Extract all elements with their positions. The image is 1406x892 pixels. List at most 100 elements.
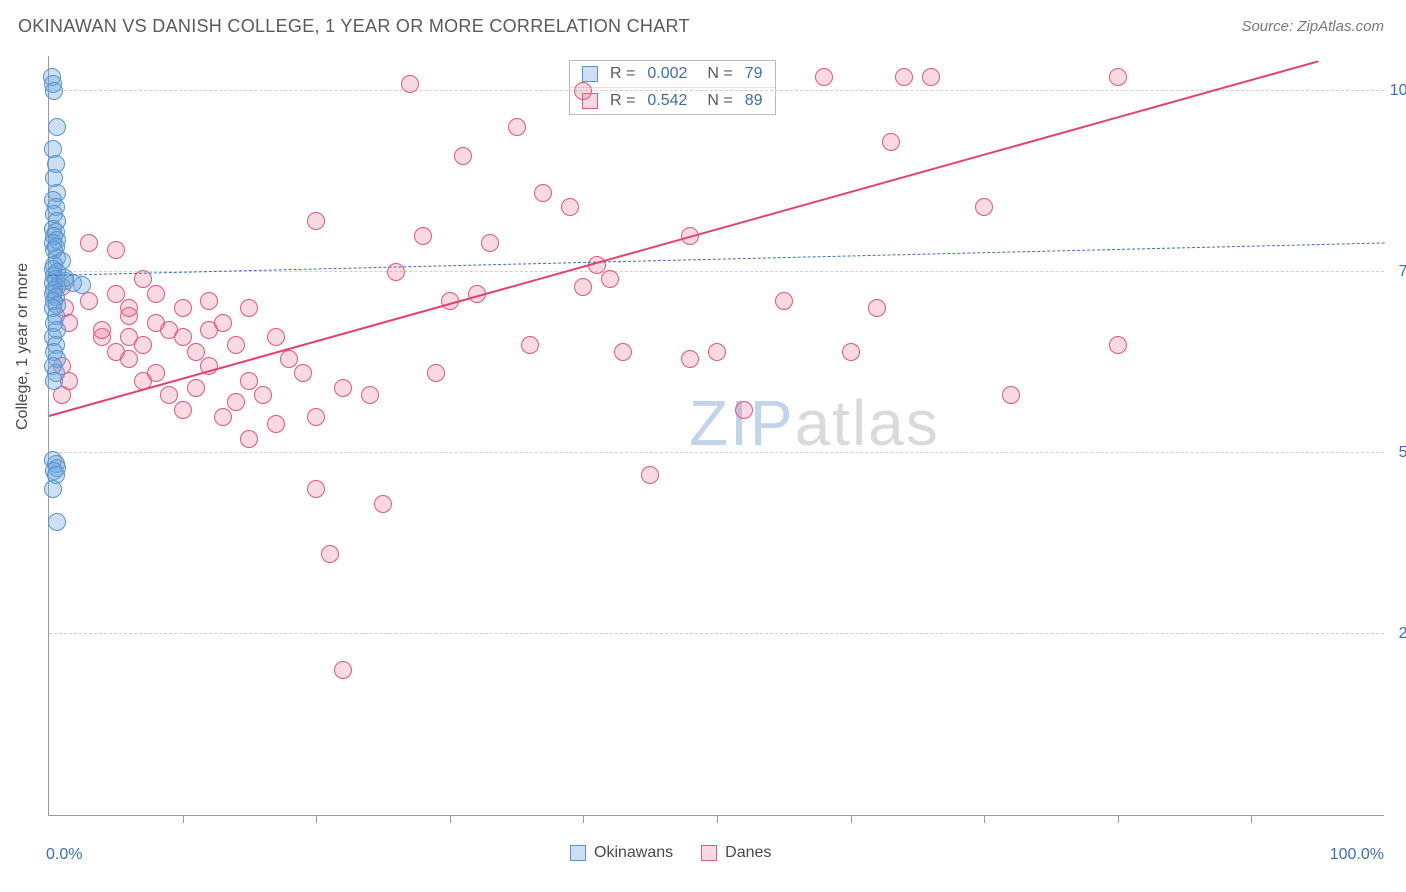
data-point <box>107 285 125 303</box>
x-tick <box>851 815 852 823</box>
data-point <box>120 299 138 317</box>
stats-row-danish: R = 0.542 N = 89 <box>570 88 775 114</box>
data-point <box>267 328 285 346</box>
data-point <box>775 292 793 310</box>
legend-label: Okinawans <box>594 844 673 862</box>
data-point <box>508 118 526 136</box>
data-point <box>48 118 66 136</box>
legend-item-okinawan: Okinawans <box>570 844 673 862</box>
x-tick <box>1118 815 1119 823</box>
data-point <box>45 372 63 390</box>
watermark: ZIPatlas <box>689 386 940 460</box>
data-point <box>107 241 125 259</box>
data-point <box>134 336 152 354</box>
source-label: Source: ZipAtlas.com <box>1241 18 1384 35</box>
data-point <box>842 343 860 361</box>
data-point <box>294 364 312 382</box>
data-point <box>44 480 62 498</box>
gridline <box>49 90 1384 91</box>
data-point <box>1109 336 1127 354</box>
y-tick-label: 100.0% <box>1389 82 1406 100</box>
data-point <box>895 68 913 86</box>
data-point <box>240 372 258 390</box>
data-point <box>307 480 325 498</box>
data-point <box>414 227 432 245</box>
data-point <box>174 328 192 346</box>
data-point <box>374 495 392 513</box>
y-axis-title: College, 1 year or more <box>14 263 32 430</box>
data-point <box>240 299 258 317</box>
data-point <box>227 393 245 411</box>
data-point <box>401 75 419 93</box>
data-point <box>214 408 232 426</box>
stats-row-okinawan: R = 0.002 N = 79 <box>570 61 775 88</box>
data-point <box>601 270 619 288</box>
data-point <box>147 364 165 382</box>
data-point <box>334 379 352 397</box>
x-tick <box>1251 815 1252 823</box>
data-point <box>361 386 379 404</box>
x-tick <box>183 815 184 823</box>
data-point <box>254 386 272 404</box>
data-point <box>521 336 539 354</box>
x-tick <box>583 815 584 823</box>
x-tick <box>316 815 317 823</box>
gridline <box>49 452 1384 453</box>
x-tick <box>717 815 718 823</box>
data-point <box>708 343 726 361</box>
x-tick <box>450 815 451 823</box>
data-point <box>147 285 165 303</box>
data-point <box>868 299 886 317</box>
data-point <box>200 292 218 310</box>
data-point <box>1109 68 1127 86</box>
gridline <box>49 271 1384 272</box>
data-point <box>174 401 192 419</box>
data-point <box>882 133 900 151</box>
data-point <box>454 147 472 165</box>
data-point <box>735 401 753 419</box>
series-legend: Okinawans Danes <box>570 844 771 862</box>
y-tick-label: 50.0% <box>1389 444 1406 462</box>
x-axis-max-label: 100.0% <box>1330 846 1384 864</box>
data-point <box>307 212 325 230</box>
data-point <box>45 82 63 100</box>
chart-title: OKINAWAN VS DANISH COLLEGE, 1 YEAR OR MO… <box>18 16 690 37</box>
data-point <box>307 408 325 426</box>
stats-legend-box: R = 0.002 N = 79 R = 0.542 N = 89 <box>569 60 776 115</box>
data-point <box>574 82 592 100</box>
data-point <box>334 661 352 679</box>
data-point <box>48 513 66 531</box>
data-point <box>534 184 552 202</box>
legend-item-danish: Danes <box>701 844 771 862</box>
data-point <box>574 278 592 296</box>
data-point <box>267 415 285 433</box>
data-point <box>975 198 993 216</box>
x-axis-min-label: 0.0% <box>46 846 82 864</box>
y-tick-label: 75.0% <box>1389 263 1406 281</box>
data-point <box>481 234 499 252</box>
data-point <box>922 68 940 86</box>
swatch-okinawan <box>582 66 598 82</box>
legend-swatch-danish <box>701 845 717 861</box>
data-point <box>321 545 339 563</box>
scatter-plot: ZIPatlas R = 0.002 N = 79 R = 0.542 N = … <box>48 56 1384 816</box>
data-point <box>174 299 192 317</box>
data-point <box>280 350 298 368</box>
data-point <box>187 343 205 361</box>
data-point <box>187 379 205 397</box>
y-tick-label: 25.0% <box>1389 625 1406 643</box>
data-point <box>56 269 74 287</box>
data-point <box>681 350 699 368</box>
gridline <box>49 633 1384 634</box>
data-point <box>427 364 445 382</box>
data-point <box>120 350 138 368</box>
x-tick <box>984 815 985 823</box>
data-point <box>93 321 111 339</box>
legend-swatch-okinawan <box>570 845 586 861</box>
data-point <box>561 198 579 216</box>
data-point <box>227 336 245 354</box>
data-point <box>240 430 258 448</box>
data-point <box>815 68 833 86</box>
data-point <box>1002 386 1020 404</box>
data-point <box>214 314 232 332</box>
